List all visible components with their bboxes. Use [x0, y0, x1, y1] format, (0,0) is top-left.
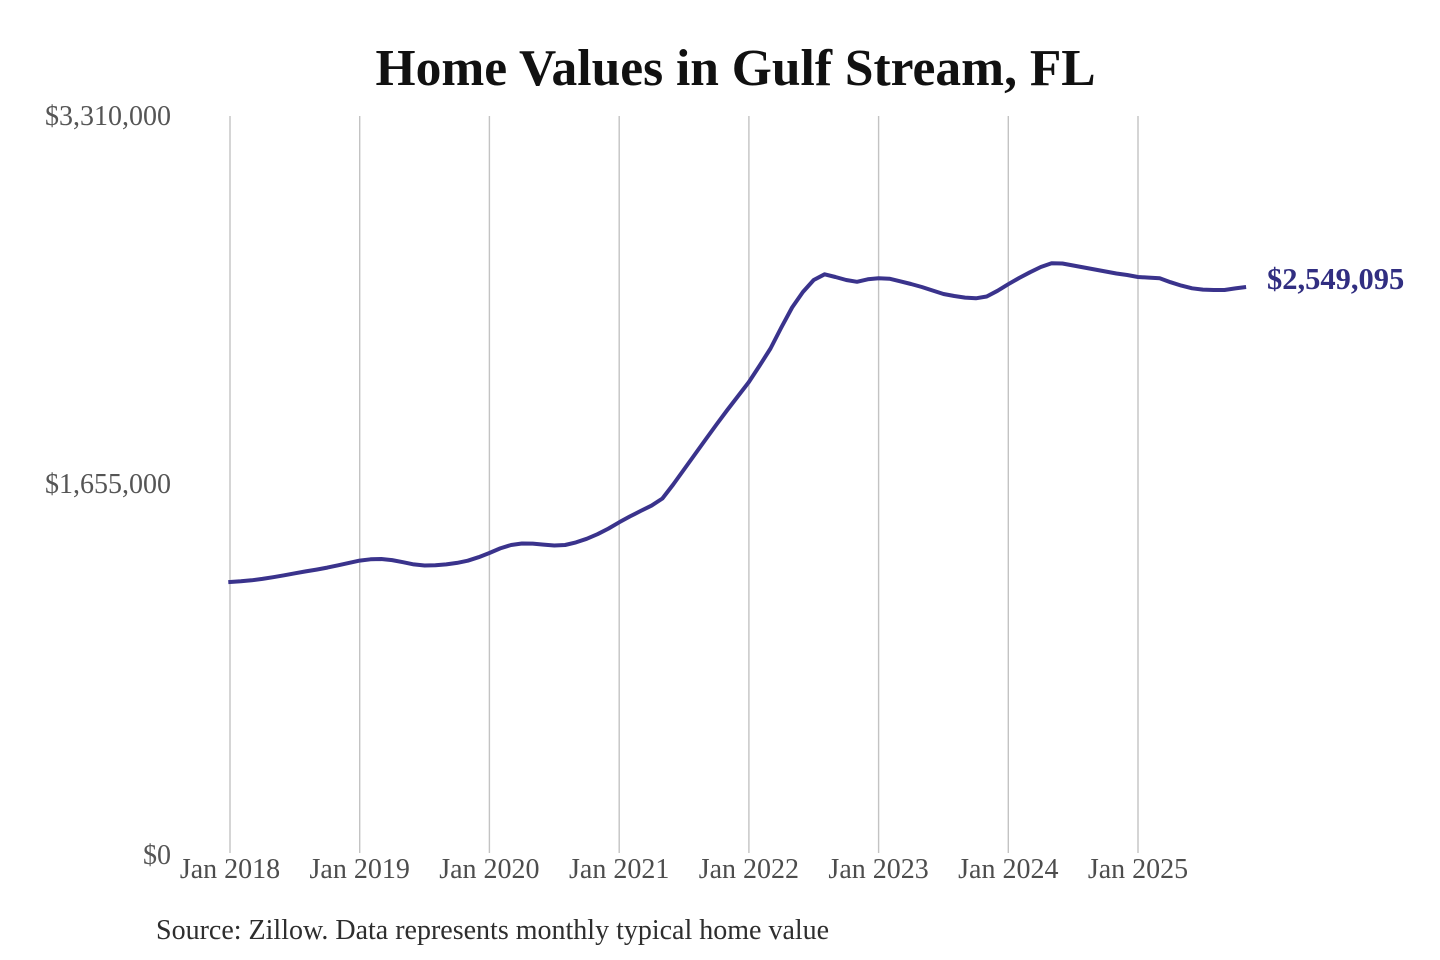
svg-text:Jan 2018: Jan 2018 [180, 854, 280, 885]
svg-text:$1,655,000: $1,655,000 [45, 469, 171, 500]
svg-text:Jan 2025: Jan 2025 [1088, 854, 1188, 885]
svg-text:Source: Zillow. Data represent: Source: Zillow. Data represents monthly … [156, 915, 829, 946]
svg-text:$2,549,095: $2,549,095 [1267, 262, 1404, 296]
svg-text:Jan 2019: Jan 2019 [310, 854, 410, 885]
svg-text:Jan 2024: Jan 2024 [958, 854, 1058, 885]
svg-text:Jan 2021: Jan 2021 [569, 854, 669, 885]
svg-text:Jan 2022: Jan 2022 [699, 854, 799, 885]
svg-text:$3,310,000: $3,310,000 [45, 101, 171, 132]
svg-text:$0: $0 [143, 840, 171, 871]
svg-text:Jan 2023: Jan 2023 [828, 854, 928, 885]
svg-text:Jan 2020: Jan 2020 [439, 854, 539, 885]
svg-text:Home Values in Gulf Stream, FL: Home Values in Gulf Stream, FL [376, 40, 1096, 97]
